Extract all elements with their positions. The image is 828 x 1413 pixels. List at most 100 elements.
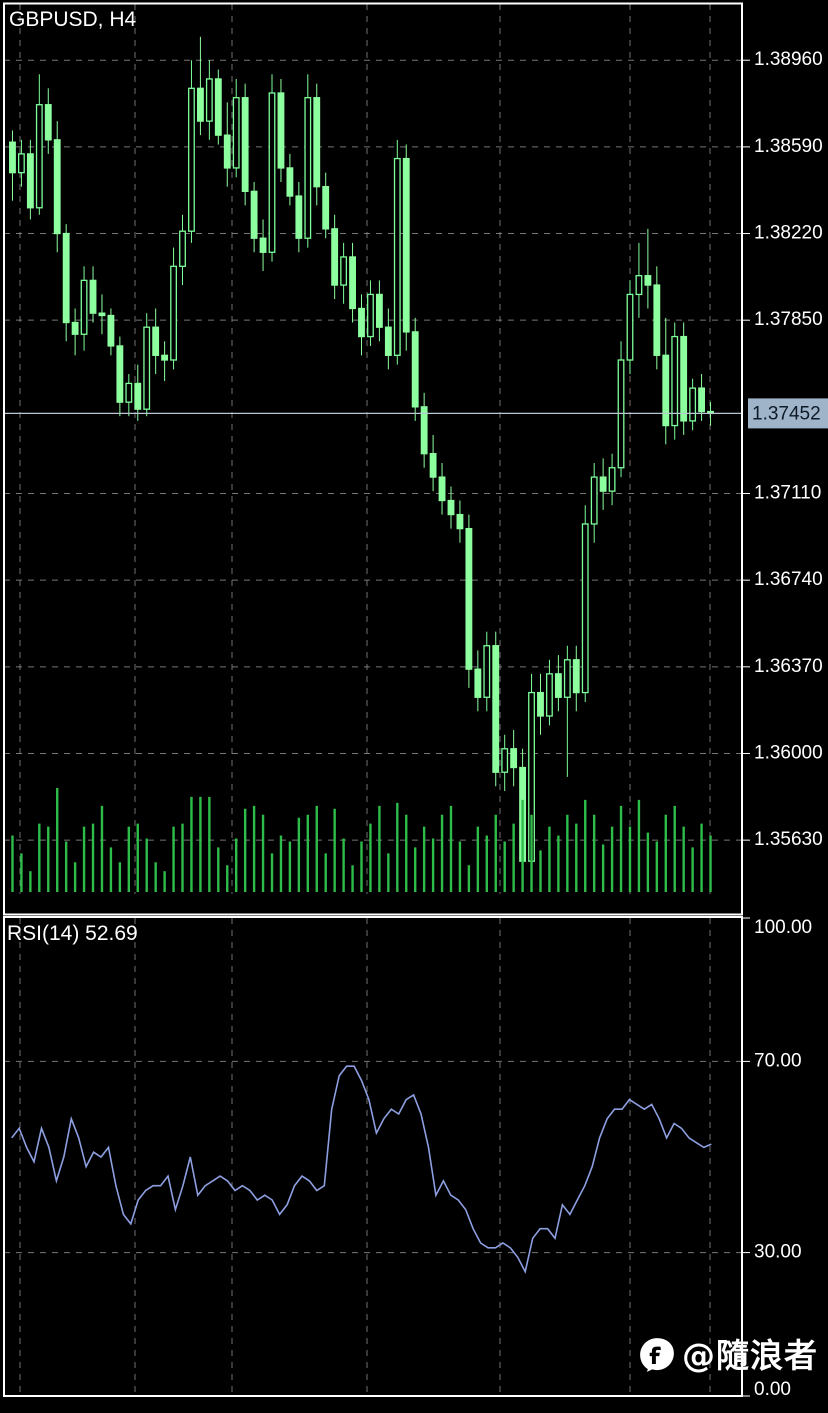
candlestick bbox=[152, 308, 160, 375]
candlestick bbox=[662, 317, 670, 445]
candlestick bbox=[250, 182, 258, 253]
candlestick bbox=[608, 453, 616, 506]
candlestick bbox=[563, 645, 571, 777]
rsi-chart-canvas[interactable]: 0.00 30.00 70.00 100.00 bbox=[0, 916, 828, 1413]
rsi-indicator-label: RSI(14) 52.69 bbox=[7, 922, 138, 945]
candlestick bbox=[295, 182, 303, 253]
rsi-pane[interactable]: 0.00 30.00 70.00 100.00 RSI(14) 52.69 bbox=[0, 916, 828, 1413]
candlestick bbox=[179, 214, 186, 286]
candlestick bbox=[277, 78, 285, 182]
price-axis-label: 1.35630 bbox=[754, 829, 823, 850]
candlestick bbox=[35, 74, 43, 215]
candlestick bbox=[375, 280, 383, 342]
candlestick bbox=[429, 434, 437, 492]
current-price-tag[interactable]: 1.37452 bbox=[748, 398, 828, 429]
candlestick bbox=[349, 242, 356, 323]
candlestick bbox=[89, 266, 97, 323]
candlestick bbox=[635, 242, 643, 318]
price-pane[interactable]: 1.38960 1.38590 1.38220 1.37850 1.37110 1.367… bbox=[0, 0, 828, 918]
candlestick bbox=[671, 322, 679, 440]
candlestick bbox=[98, 294, 106, 335]
candlestick bbox=[9, 130, 16, 201]
candlestick bbox=[313, 83, 321, 206]
candlestick bbox=[358, 294, 365, 356]
candlestick bbox=[196, 36, 204, 136]
candlestick bbox=[116, 336, 124, 417]
candlestick bbox=[492, 631, 500, 787]
candlestick bbox=[107, 308, 115, 356]
symbol-timeframe-label: GBPUSD, H4 bbox=[9, 8, 137, 31]
rsi-pane-frame bbox=[3, 916, 743, 1397]
candlestick bbox=[590, 463, 598, 543]
candlestick bbox=[26, 139, 34, 220]
candlestick bbox=[438, 463, 446, 515]
candlestick bbox=[268, 74, 276, 262]
candlestick bbox=[331, 214, 339, 300]
price-axis-label: 1.36740 bbox=[754, 569, 823, 590]
candlestick bbox=[232, 78, 240, 178]
price-pane-frame bbox=[3, 2, 743, 916]
price-chart-canvas[interactable]: 1.38960 1.38590 1.38220 1.37850 1.37110 1.367… bbox=[0, 0, 828, 918]
candlestick bbox=[205, 60, 213, 140]
price-axis-label: 1.37850 bbox=[754, 309, 823, 330]
candlestick bbox=[402, 144, 410, 351]
price-axis-label: 1.38960 bbox=[754, 49, 823, 70]
candlestick bbox=[510, 730, 518, 787]
candlestick bbox=[572, 645, 580, 712]
candlestick bbox=[367, 280, 374, 346]
rsi-axis-label: 0.00 bbox=[754, 1379, 791, 1400]
candlestick bbox=[599, 458, 607, 510]
rsi-axis-label: 100.00 bbox=[754, 917, 812, 938]
candlestick bbox=[259, 219, 267, 271]
candlestick bbox=[537, 673, 544, 735]
candlestick bbox=[80, 266, 88, 351]
candlestick bbox=[62, 224, 70, 342]
candlestick bbox=[241, 83, 249, 206]
candlestick bbox=[170, 247, 177, 370]
candlestick bbox=[286, 153, 294, 206]
candlestick bbox=[393, 139, 401, 365]
candlestick bbox=[554, 655, 562, 712]
price-axis-label: 1.38220 bbox=[754, 223, 823, 244]
price-axis-label: 1.36000 bbox=[754, 742, 823, 763]
price-axis-label: 1.38590 bbox=[754, 136, 823, 157]
rsi-axis-label: 70.00 bbox=[754, 1050, 802, 1071]
candlestick bbox=[465, 514, 473, 688]
candlestick bbox=[546, 659, 553, 726]
candlestick bbox=[483, 631, 491, 712]
candlestick bbox=[161, 341, 169, 382]
candlestick bbox=[53, 121, 61, 253]
candlestick bbox=[134, 364, 142, 421]
candlestick bbox=[617, 341, 625, 478]
candlestick bbox=[71, 308, 79, 356]
price-axis-label: 1.37110 bbox=[754, 483, 821, 504]
candlestick bbox=[384, 308, 392, 370]
candlestick bbox=[680, 322, 688, 435]
candlestick bbox=[581, 505, 589, 702]
candlestick bbox=[17, 139, 25, 187]
candlestick bbox=[644, 228, 652, 309]
candlestick bbox=[188, 60, 195, 243]
price-axis-label: 1.36370 bbox=[754, 656, 823, 677]
candlestick bbox=[340, 242, 348, 304]
candlestick bbox=[447, 486, 455, 529]
candlestick bbox=[653, 266, 661, 370]
rsi-line bbox=[11, 1065, 712, 1275]
candlestick bbox=[501, 734, 509, 791]
candlestick bbox=[44, 88, 52, 154]
candlestick bbox=[411, 317, 419, 421]
candlestick bbox=[125, 374, 133, 417]
candlestick bbox=[456, 500, 464, 543]
candlestick bbox=[304, 74, 312, 248]
rsi-pane-title-wrap: RSI(14) 52.69 bbox=[7, 922, 138, 946]
candlestick bbox=[322, 172, 330, 239]
candlestick bbox=[214, 69, 222, 145]
candlestick bbox=[143, 313, 151, 417]
candlestick bbox=[474, 650, 482, 712]
candlestick bbox=[689, 378, 697, 431]
rsi-axis-label: 30.00 bbox=[754, 1242, 802, 1263]
svg-text:1.37452: 1.37452 bbox=[752, 403, 821, 424]
candlestick bbox=[420, 392, 428, 468]
candlestick bbox=[223, 102, 231, 187]
